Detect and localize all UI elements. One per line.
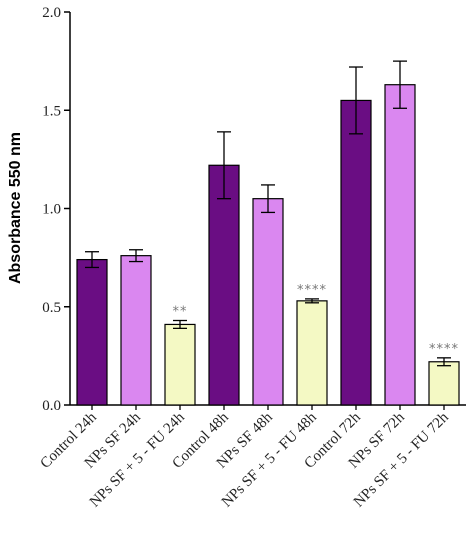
- y-axis-label: Absorbance 550 nm: [7, 132, 24, 284]
- y-tick-label: 1.5: [42, 103, 61, 119]
- bar: [76, 258, 108, 406]
- significance-label: ****: [429, 342, 459, 357]
- bar: [252, 198, 284, 406]
- y-tick-label: 0.5: [42, 300, 61, 316]
- y-ticks: 0.0 0.5 1.0 1.5 2.0: [42, 5, 70, 414]
- y-tick-label: 2.0: [42, 5, 61, 21]
- bars: [76, 84, 460, 406]
- bar: [384, 84, 416, 406]
- y-tick-label: 0.0: [42, 398, 61, 414]
- significance-label: ****: [297, 283, 327, 298]
- bar: [164, 323, 196, 406]
- bar: [120, 255, 152, 406]
- bar: [296, 300, 328, 406]
- y-tick-label: 1.0: [42, 202, 61, 218]
- error-bars: [85, 60, 451, 367]
- bar: [340, 99, 372, 406]
- significance-label: **: [173, 305, 188, 320]
- significance-markers: **********: [173, 283, 459, 357]
- bar: [428, 361, 460, 406]
- bar: [208, 164, 240, 406]
